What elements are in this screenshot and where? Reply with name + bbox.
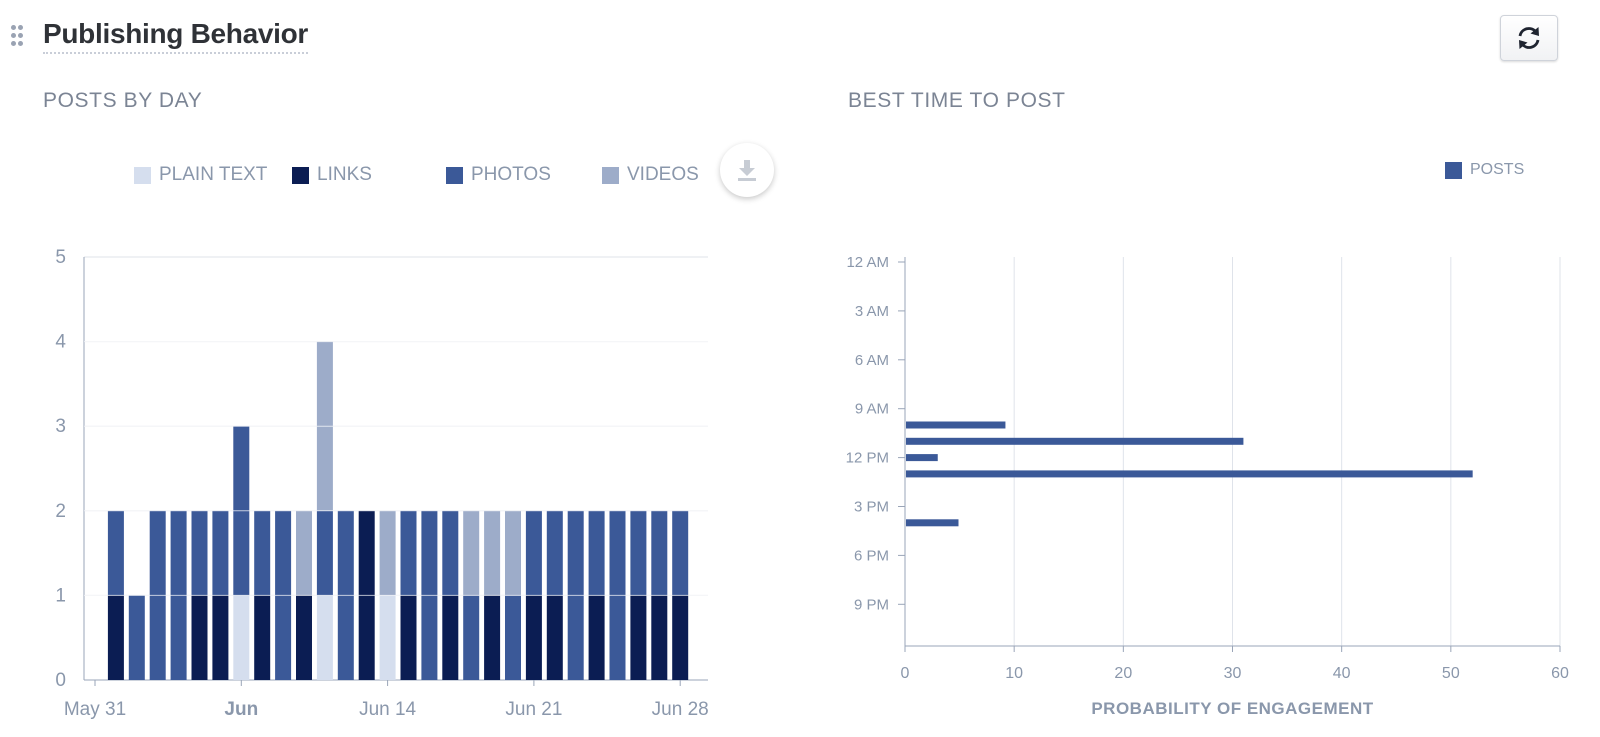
- bar-links: [191, 595, 208, 680]
- legend-item-links[interactable]: LINKS: [292, 164, 372, 186]
- bar-links: [296, 595, 312, 680]
- bar-photos: [546, 510, 563, 596]
- legend-label-photos: PHOTOS: [471, 164, 551, 185]
- bar-videos: [463, 510, 480, 596]
- x-tick-label: 60: [1551, 665, 1569, 682]
- bar-photos: [400, 510, 417, 596]
- legend-item-plain-text[interactable]: PLAIN TEXT: [134, 164, 267, 186]
- y-tick-label: 5: [55, 247, 66, 268]
- bar-videos: [379, 510, 396, 596]
- x-tick-label: 40: [1333, 665, 1351, 682]
- bar-links: [525, 595, 542, 680]
- bar-links: [107, 595, 124, 680]
- best-time-chart: 0 10 20 30 40 50 60 12 AM 3 AM 6 AM 9 AM 12 PM 3 PM 6…: [846, 254, 1569, 718]
- bar-photos: [651, 510, 668, 596]
- bar-links: [630, 595, 647, 680]
- bar-photos: [316, 510, 333, 596]
- legend-label-plain-text: PLAIN TEXT: [159, 164, 268, 185]
- y-tick-label: 12 AM: [846, 254, 889, 271]
- posts-by-day-chart: 0 1 2 3 4 5 May 31 Jun Jun 14 Jun 21 Jun 28: [55, 247, 708, 720]
- bar-photos: [630, 510, 647, 596]
- legend-label-videos: VIDEOS: [627, 164, 699, 185]
- y-tick-label: 3: [55, 416, 66, 437]
- bar-posts: [906, 437, 1244, 445]
- legend-swatch-videos: [602, 166, 619, 184]
- download-icon: [738, 160, 756, 181]
- legend-swatch-links: [292, 166, 309, 184]
- legend-swatch-plain-text: [134, 166, 151, 184]
- bar-links: [254, 595, 271, 680]
- bar-plain-text: [379, 595, 396, 680]
- bar-links: [651, 595, 668, 680]
- x-tick-label: Jun 14: [359, 699, 416, 720]
- bar-videos: [484, 510, 501, 596]
- bar-videos: [296, 510, 312, 596]
- y-tick-label: 0: [55, 670, 66, 691]
- y-tick-label: 2: [55, 501, 66, 522]
- x-tick-label: 20: [1114, 665, 1132, 682]
- refresh-button[interactable]: [1500, 15, 1558, 61]
- x-tick-label: 30: [1224, 665, 1242, 682]
- bar-plain-text: [316, 595, 333, 680]
- x-tick-label: May 31: [64, 699, 126, 720]
- bar-photos: [442, 510, 459, 596]
- x-tick-label: 0: [901, 665, 910, 682]
- legend-item-videos[interactable]: VIDEOS: [602, 164, 699, 186]
- refresh-icon: [1518, 27, 1540, 49]
- bar-links: [484, 595, 501, 680]
- x-axis-label: PROBABILITY OF ENGAGEMENT: [1091, 699, 1373, 718]
- bar-links: [672, 595, 689, 680]
- legend-item-posts[interactable]: POSTS: [1445, 161, 1524, 179]
- x-tick-label: 10: [1005, 665, 1023, 682]
- bar-photos: [107, 510, 124, 596]
- best-time-title: BEST TIME TO POST: [848, 89, 1066, 112]
- x-tick-label: 50: [1442, 665, 1460, 682]
- x-tick-label: Jun: [224, 699, 258, 720]
- y-tick-label: 6 AM: [855, 352, 889, 369]
- y-tick-label: 3 PM: [854, 499, 889, 516]
- bar-photos: [588, 510, 605, 596]
- bar-plain-text: [233, 595, 250, 680]
- legend-label-links: LINKS: [317, 164, 372, 185]
- y-tick-label: 6 PM: [854, 547, 889, 564]
- x-tick-label: Jun 28: [652, 699, 709, 720]
- y-tick-label: 1: [55, 585, 66, 606]
- y-tick-label: 12 PM: [846, 450, 889, 467]
- bar-posts: [906, 421, 1006, 429]
- y-tick-label: 9 AM: [855, 401, 889, 418]
- bar-photos: [505, 595, 521, 680]
- y-tick-label: 9 PM: [854, 596, 889, 613]
- legend-item-photos[interactable]: PHOTOS: [446, 164, 551, 186]
- legend-swatch-posts: [1445, 161, 1462, 179]
- bar-links: [212, 595, 229, 680]
- bar-links: [442, 595, 459, 680]
- x-tick-label: Jun 21: [505, 699, 562, 720]
- y-tick-label: 4: [55, 332, 66, 353]
- bar-links: [588, 595, 605, 680]
- bar-posts: [906, 470, 1473, 478]
- bar-photos: [191, 510, 208, 596]
- bar-photos: [128, 595, 145, 680]
- posts-by-day-title: POSTS BY DAY: [43, 89, 203, 112]
- legend-label-posts: POSTS: [1470, 161, 1525, 178]
- panel-title: Publishing Behavior: [43, 18, 308, 54]
- bar-photos: [672, 510, 689, 596]
- bar-photos: [254, 510, 271, 596]
- drag-handle-icon[interactable]: [10, 25, 24, 47]
- bar-photos: [525, 510, 542, 596]
- bar-posts: [906, 454, 938, 462]
- bar-posts: [906, 519, 959, 527]
- bar-videos: [505, 510, 521, 596]
- bar-links: [546, 595, 563, 680]
- y-tick-label: 3 AM: [855, 303, 889, 320]
- bar-photos: [463, 595, 480, 680]
- bar-links: [400, 595, 417, 680]
- download-button[interactable]: [720, 143, 774, 197]
- legend-swatch-photos: [446, 166, 463, 184]
- bar-photos: [212, 510, 229, 596]
